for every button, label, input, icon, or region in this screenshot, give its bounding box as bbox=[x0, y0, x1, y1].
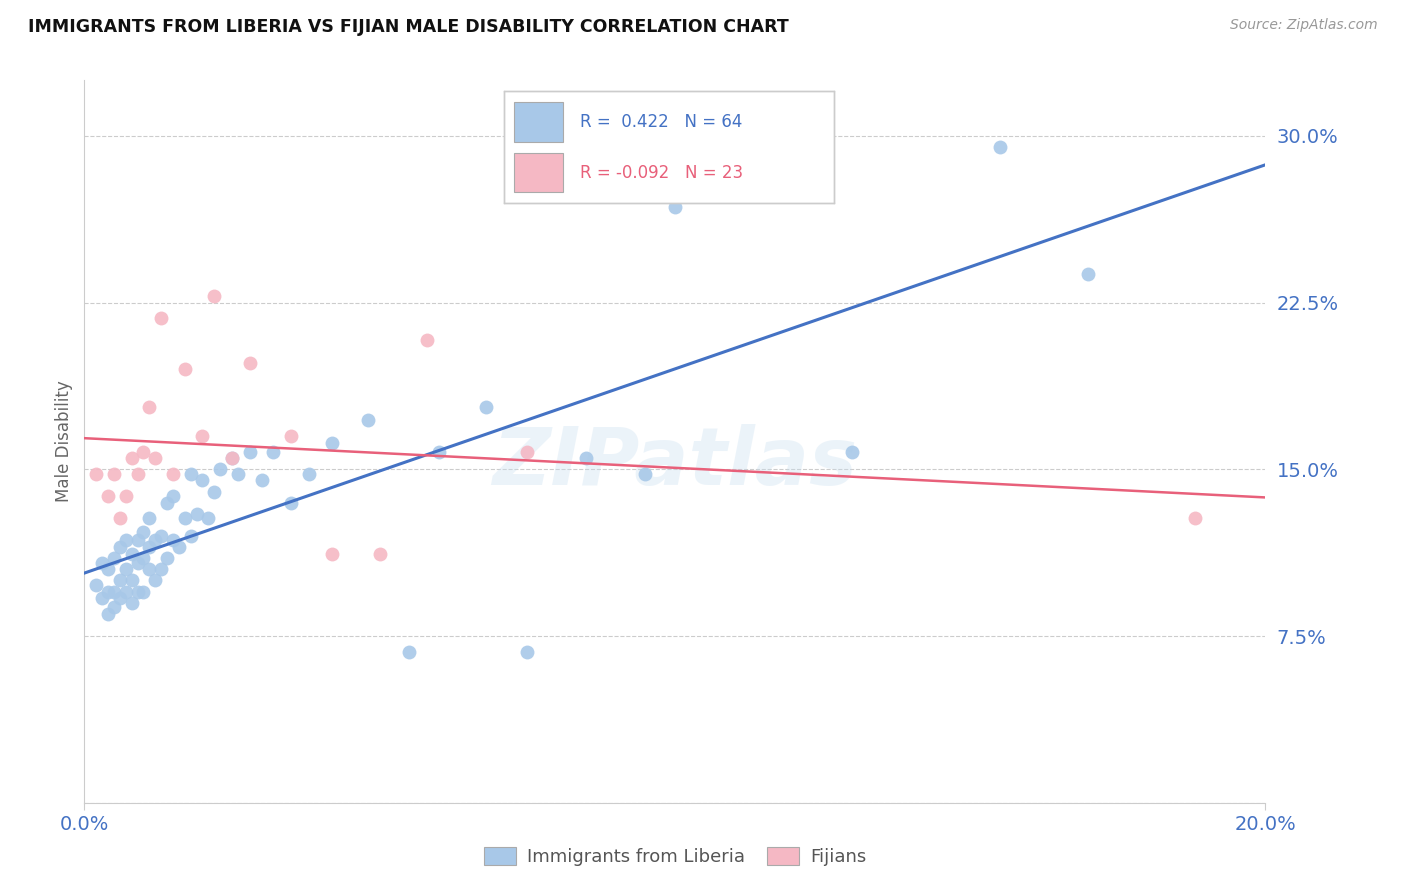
Point bbox=[173, 511, 195, 525]
Point bbox=[143, 451, 166, 466]
Point bbox=[841, 444, 863, 458]
Point bbox=[103, 600, 125, 615]
Point bbox=[127, 467, 149, 481]
Point bbox=[132, 444, 155, 458]
Point bbox=[127, 556, 149, 570]
Point bbox=[226, 467, 249, 481]
Point bbox=[121, 451, 143, 466]
Y-axis label: Male Disability: Male Disability bbox=[55, 381, 73, 502]
Point bbox=[127, 533, 149, 548]
Point bbox=[280, 429, 302, 443]
Point bbox=[197, 511, 219, 525]
Point bbox=[121, 547, 143, 561]
Point bbox=[143, 533, 166, 548]
Point bbox=[162, 533, 184, 548]
Point bbox=[280, 496, 302, 510]
Point bbox=[634, 467, 657, 481]
Point bbox=[180, 529, 202, 543]
Point bbox=[516, 645, 538, 659]
Point bbox=[97, 489, 120, 503]
Point bbox=[416, 334, 439, 348]
Point bbox=[298, 467, 321, 481]
Point bbox=[103, 551, 125, 566]
Legend: Immigrants from Liberia, Fijians: Immigrants from Liberia, Fijians bbox=[477, 839, 873, 873]
Point bbox=[191, 429, 214, 443]
Point bbox=[250, 474, 273, 488]
Point bbox=[138, 400, 160, 414]
Point bbox=[221, 451, 243, 466]
Point bbox=[138, 511, 160, 525]
Point bbox=[138, 562, 160, 576]
Point bbox=[156, 551, 179, 566]
Point bbox=[91, 556, 114, 570]
Point bbox=[321, 435, 343, 450]
Point bbox=[191, 474, 214, 488]
Point bbox=[150, 529, 173, 543]
Point bbox=[209, 462, 232, 476]
Point bbox=[162, 489, 184, 503]
Point bbox=[262, 444, 284, 458]
Point bbox=[575, 451, 598, 466]
Point bbox=[91, 591, 114, 606]
Point bbox=[516, 444, 538, 458]
Point bbox=[132, 551, 155, 566]
Point bbox=[202, 289, 225, 303]
Point bbox=[1077, 267, 1099, 281]
Point bbox=[121, 574, 143, 588]
Point bbox=[162, 467, 184, 481]
Text: ZIPatlas: ZIPatlas bbox=[492, 425, 858, 502]
Point bbox=[167, 540, 190, 554]
Point bbox=[398, 645, 420, 659]
Point bbox=[108, 540, 131, 554]
Point bbox=[114, 533, 136, 548]
Point bbox=[97, 584, 120, 599]
Point bbox=[143, 574, 166, 588]
Point bbox=[221, 451, 243, 466]
Text: Source: ZipAtlas.com: Source: ZipAtlas.com bbox=[1230, 18, 1378, 32]
Point bbox=[108, 574, 131, 588]
Point bbox=[84, 578, 107, 592]
Point bbox=[121, 596, 143, 610]
Point bbox=[97, 562, 120, 576]
Point bbox=[132, 524, 155, 539]
Point bbox=[132, 584, 155, 599]
Point bbox=[723, 185, 745, 199]
Point bbox=[150, 562, 173, 576]
Point bbox=[239, 356, 262, 370]
Point bbox=[202, 484, 225, 499]
Point bbox=[239, 444, 262, 458]
Point bbox=[114, 584, 136, 599]
Point bbox=[664, 200, 686, 214]
Point bbox=[156, 496, 179, 510]
Text: IMMIGRANTS FROM LIBERIA VS FIJIAN MALE DISABILITY CORRELATION CHART: IMMIGRANTS FROM LIBERIA VS FIJIAN MALE D… bbox=[28, 18, 789, 36]
Point bbox=[97, 607, 120, 621]
Point bbox=[427, 444, 450, 458]
Point bbox=[108, 511, 131, 525]
Point bbox=[368, 547, 391, 561]
Point bbox=[114, 489, 136, 503]
Point bbox=[103, 584, 125, 599]
Point bbox=[1184, 511, 1206, 525]
Point bbox=[988, 140, 1011, 154]
Point bbox=[127, 584, 149, 599]
Point bbox=[173, 362, 195, 376]
Point bbox=[186, 507, 208, 521]
Point bbox=[84, 467, 107, 481]
Point bbox=[321, 547, 343, 561]
Point bbox=[108, 591, 131, 606]
Point bbox=[357, 413, 380, 427]
Point bbox=[475, 400, 498, 414]
Point bbox=[150, 311, 173, 326]
Point bbox=[114, 562, 136, 576]
Point bbox=[180, 467, 202, 481]
Point bbox=[138, 540, 160, 554]
Point bbox=[103, 467, 125, 481]
